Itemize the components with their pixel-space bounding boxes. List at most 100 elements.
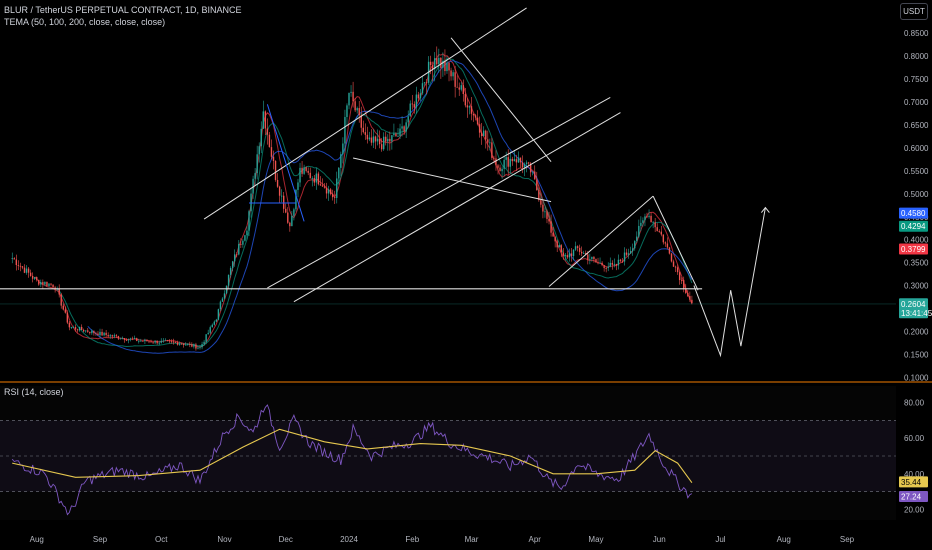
time-axis[interactable]: Aug Sep Oct Nov Dec 2024 Feb Mar Apr May Jun Jul Aug…	[30, 535, 855, 544]
candle-body	[640, 222, 642, 226]
candle-body	[282, 195, 285, 209]
candle-body	[44, 281, 46, 285]
candle-body	[474, 115, 477, 118]
candle-body	[509, 158, 511, 167]
candle-body	[383, 136, 385, 150]
candle-body	[217, 309, 220, 320]
price-candles	[11, 46, 693, 351]
candle-body	[454, 72, 456, 87]
candle-body	[334, 197, 336, 198]
candle-body	[266, 128, 269, 135]
candle-body	[501, 168, 503, 172]
candle-body	[607, 266, 609, 269]
candle-body	[95, 333, 97, 334]
candle-body	[513, 159, 516, 162]
candle-body	[425, 82, 428, 84]
candle-body	[115, 335, 118, 337]
symbol-title[interactable]: BLUR / TetherUS PERPETUAL CONTRACT, 1D, …	[4, 5, 242, 15]
candle-body	[62, 305, 64, 310]
candle-body	[168, 340, 171, 342]
candle-body	[536, 179, 538, 191]
candle-body	[48, 283, 50, 286]
ma-price-label-3: 0.3799	[901, 245, 926, 254]
candle-body	[487, 139, 489, 143]
candle-body	[623, 252, 626, 262]
candle-body	[374, 136, 377, 142]
candle-body	[101, 331, 103, 336]
candle-body	[629, 251, 632, 254]
candle-body	[50, 283, 52, 285]
candle-body	[54, 287, 56, 289]
rsi-indicator-label[interactable]: RSI (14, close)	[4, 387, 64, 397]
candle-body	[17, 265, 20, 266]
candle-body	[442, 61, 444, 68]
candle-body	[289, 222, 291, 227]
channel-lower-line-1	[267, 96, 611, 289]
candle-body	[209, 327, 211, 333]
candle-body	[64, 309, 67, 313]
candle-body	[325, 187, 328, 194]
tema-line-2	[56, 58, 693, 348]
candle-body	[336, 178, 338, 198]
candle-body	[554, 236, 556, 242]
candle-body	[680, 280, 683, 281]
candle-body	[152, 342, 154, 344]
tema-indicator-label[interactable]: TEMA (50, 100, 200, close, close, close)	[4, 17, 166, 27]
candle-body	[164, 340, 167, 342]
candle-body	[99, 331, 101, 336]
candle-body	[662, 234, 665, 243]
candle-body	[285, 208, 287, 213]
candle-body	[146, 339, 148, 342]
candle-body	[236, 254, 238, 256]
candle-body	[329, 189, 332, 194]
candle-body	[358, 108, 360, 116]
candle-body	[438, 57, 440, 65]
candle-body	[556, 241, 558, 248]
candle-body	[544, 211, 546, 213]
candle-body	[38, 279, 40, 285]
candle-body	[393, 133, 395, 136]
candle-body	[456, 86, 458, 88]
candle-body	[560, 245, 562, 253]
last-price-value: 0.2604	[901, 300, 926, 309]
candle-body	[72, 327, 75, 328]
drawing-tools[interactable]	[0, 7, 896, 358]
candle-body	[111, 335, 113, 337]
candle-body	[527, 162, 530, 164]
candle-body	[532, 171, 534, 173]
candle-body	[299, 167, 301, 183]
candle-body	[585, 253, 587, 255]
time-tick-label: Sep	[840, 535, 855, 544]
candle-body	[466, 105, 469, 108]
price-axis[interactable]: 0.8500 0.8000 0.7500 0.7000 0.6500 0.6000 0.55…	[904, 29, 929, 382]
candle-body	[211, 324, 213, 328]
candle-body	[105, 332, 107, 336]
price-tick-label: 0.4000	[904, 236, 929, 245]
candle-body	[213, 321, 216, 325]
candle-body	[691, 299, 693, 303]
candle-body	[401, 126, 403, 129]
candle-body	[497, 165, 499, 168]
currency-button[interactable]: USDT	[900, 3, 928, 20]
candle-body	[29, 272, 32, 276]
candle-body	[82, 329, 85, 332]
time-tick-label: Jul	[715, 535, 725, 544]
candle-body	[250, 193, 252, 212]
candle-body	[307, 170, 309, 173]
candle-body	[140, 340, 142, 342]
candle-body	[242, 240, 244, 245]
candle-body	[36, 277, 38, 280]
ma-price-label-1: 0.4580	[901, 209, 926, 218]
candle-body	[19, 265, 22, 267]
candle-body	[444, 61, 446, 72]
candle-body	[23, 267, 26, 273]
price-tick-label: 0.7000	[904, 98, 929, 107]
tema-lines	[34, 53, 693, 354]
candle-body	[654, 222, 656, 228]
candle-body	[352, 91, 354, 102]
candle-body	[13, 258, 15, 260]
candle-body	[683, 280, 685, 289]
price-tick-label: 0.3000	[904, 282, 929, 291]
candle-body	[203, 341, 205, 345]
